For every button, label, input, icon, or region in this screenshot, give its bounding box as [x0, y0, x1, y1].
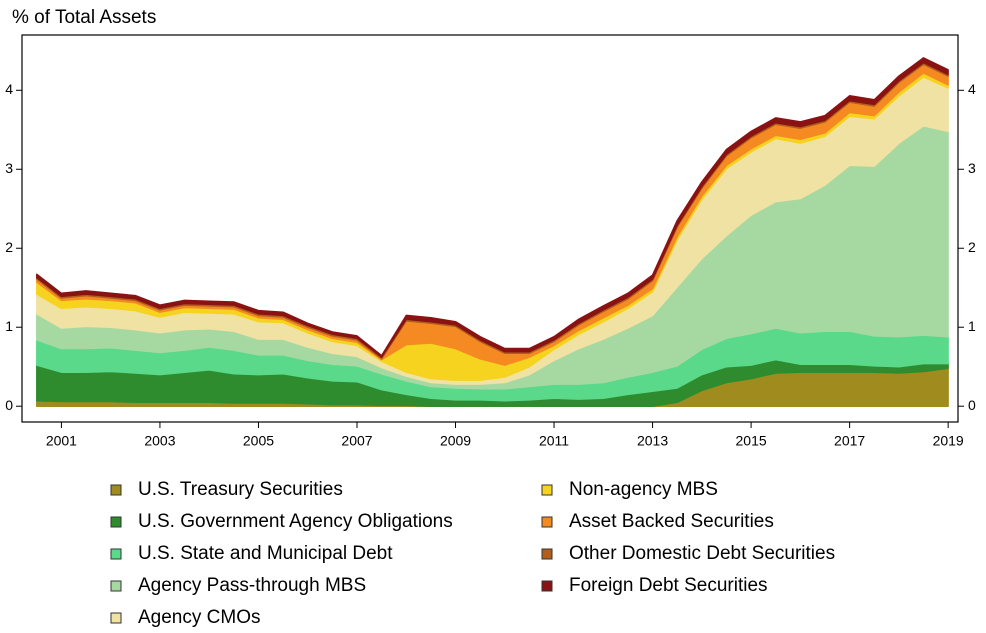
x-tick-label: 2019 [933, 433, 964, 449]
legend-swatch [541, 484, 553, 496]
x-tick-label: 2005 [243, 433, 274, 449]
x-tick-label: 2011 [539, 433, 569, 449]
x-tick-label: 2017 [834, 433, 865, 449]
y2-tick-label: 0 [968, 397, 976, 413]
y-tick-label: 1 [5, 318, 13, 334]
legend-swatch [110, 580, 122, 592]
y-tick-label: 4 [5, 81, 13, 97]
legend-label: Agency CMOs [138, 607, 260, 628]
legend-swatch [541, 548, 553, 560]
y2-tick-label: 4 [968, 81, 976, 97]
legend-label: Agency Pass-through MBS [138, 575, 366, 596]
y2-tick-label: 1 [968, 318, 976, 334]
y-tick-label: 2 [5, 239, 13, 255]
legend-label: Foreign Debt Securities [569, 575, 768, 596]
x-tick-label: 2003 [144, 433, 175, 449]
x-tick-label: 2015 [736, 433, 767, 449]
legend-label: Asset Backed Securities [569, 511, 774, 532]
plot-frame [21, 34, 959, 423]
legend-label: U.S. Government Agency Obligations [138, 511, 453, 532]
legend-label: U.S. State and Municipal Debt [138, 543, 393, 564]
x-tick-label: 2013 [637, 433, 668, 449]
legend-swatch [110, 516, 122, 528]
x-tick-label: 2009 [440, 433, 471, 449]
legend-swatch [110, 548, 122, 560]
y-tick-label: 3 [5, 160, 13, 176]
y-tick-label: 0 [5, 397, 13, 413]
legend-swatch [541, 580, 553, 592]
y2-tick-label: 3 [968, 160, 976, 176]
legend-label: Other Domestic Debt Securities [569, 543, 835, 564]
legend-label: Non-agency MBS [569, 479, 718, 500]
legend-swatch [110, 612, 122, 624]
legend-swatch [110, 484, 122, 496]
legend-swatch [541, 516, 553, 528]
legend-label: U.S. Treasury Securities [138, 479, 343, 500]
x-tick-label: 2007 [341, 433, 372, 449]
x-tick-label: 2001 [46, 433, 77, 449]
plot-area [36, 57, 949, 407]
y2-tick-label: 2 [968, 239, 976, 255]
y-axis-title: % of Total Assets [12, 7, 156, 28]
area [36, 57, 949, 358]
